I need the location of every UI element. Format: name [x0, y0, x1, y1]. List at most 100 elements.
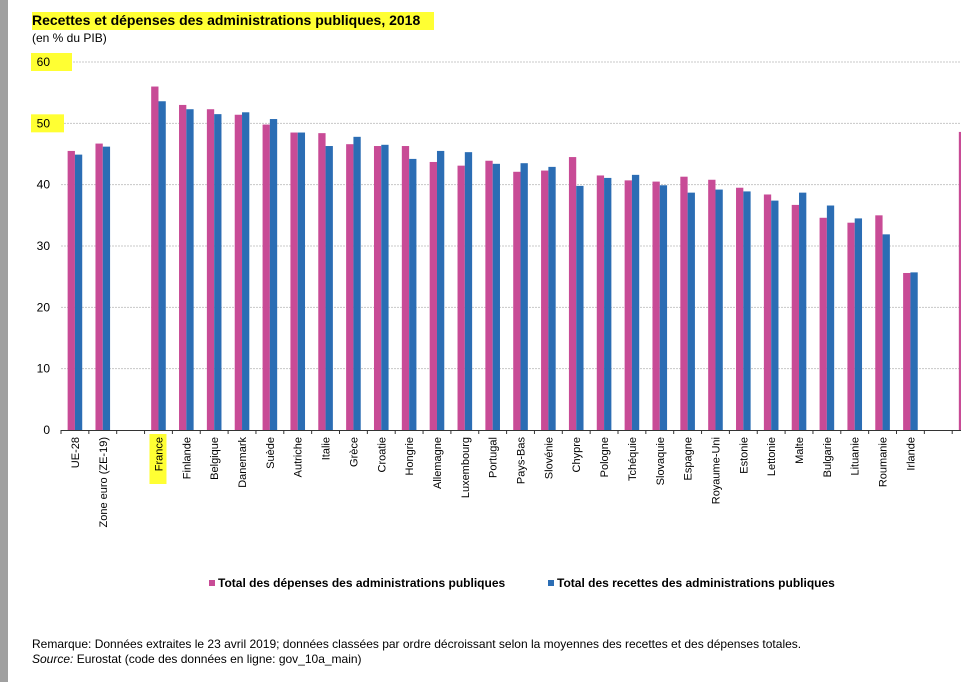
- bar-recettes-Bulgarie: [826, 205, 835, 430]
- tick-highlight: [31, 114, 64, 133]
- bar-depenses-Grèce: [346, 144, 354, 431]
- bar-recettes-Slovaquie: [659, 185, 668, 430]
- bar-recettes-Finlande: [186, 109, 194, 430]
- y-tick-label: 20: [37, 300, 51, 314]
- bar-depenses-Pays-Bas: [513, 171, 521, 430]
- bar-depenses-Slovaquie: [652, 181, 660, 430]
- bar-depenses-UE-28: [67, 150, 75, 430]
- x-category-label: Bulgarie: [822, 437, 834, 477]
- bar-recettes-Irlande: [910, 272, 918, 430]
- x-category-label: Portugal: [488, 437, 500, 478]
- bar-depenses-Croatie: [373, 146, 382, 430]
- bar-recettes-Croatie: [381, 144, 389, 431]
- bar-recettes-Portugal: [492, 163, 500, 430]
- source-text: Eurostat (code des données en ligne: gov…: [73, 652, 362, 666]
- y-axis: 0 10 20 30 40 50 60: [31, 53, 72, 437]
- bar-recettes-Roumanie: [882, 234, 890, 430]
- y-tick-label: 0: [43, 423, 50, 437]
- x-category-label: Slovaquie: [655, 437, 667, 485]
- bar-depenses-Estonie: [736, 187, 744, 430]
- bar-depenses-Royaume-Uni: [708, 179, 716, 430]
- bar-recettes-Luxembourg: [464, 152, 473, 430]
- bar-recettes-Chypre: [576, 185, 584, 430]
- x-category-label: Tchéquie: [627, 437, 639, 481]
- x-category-label: Danemark: [237, 437, 249, 488]
- bar-depenses-Allemagne: [429, 161, 437, 430]
- x-category-label: Estonie: [738, 437, 750, 474]
- window-left-border: [0, 0, 8, 682]
- bar-recettes-Lettonie: [771, 200, 779, 430]
- x-category-label: Grèce: [348, 437, 360, 467]
- bars: [67, 86, 961, 431]
- bar-recettes-Allemagne: [436, 150, 445, 430]
- bar-recettes-Autriche: [297, 132, 306, 431]
- bar-depenses-Suède: [262, 124, 270, 430]
- footnote-remark: Remarque: Données extraites le 23 avril …: [32, 637, 802, 651]
- bar-depenses-Lettonie: [763, 194, 772, 430]
- category-highlight: [149, 434, 167, 484]
- bar-depenses-unlabeled: [958, 131, 961, 431]
- bar-recettes-Slovénie: [548, 166, 556, 430]
- bar-depenses-Chypre: [568, 157, 577, 431]
- bar-recettes-Suède: [269, 119, 278, 430]
- legend-label-depenses: Total des dépenses des administrations p…: [218, 576, 506, 590]
- x-category-label: Pays-Bas: [516, 437, 528, 485]
- x-category-label: France: [153, 437, 165, 471]
- bar-depenses-Lituanie: [847, 222, 855, 430]
- legend-swatch-recettes: [548, 580, 554, 586]
- bar-depenses-Espagne: [680, 176, 688, 430]
- source-label: Source:: [32, 652, 74, 666]
- legend-label-recettes: Total des recettes des administrations p…: [557, 576, 835, 590]
- bar-recettes-Belgique: [214, 114, 222, 430]
- bar-depenses-Malte: [791, 204, 800, 430]
- x-category-label: Hongrie: [404, 437, 416, 476]
- bar-depenses-Tchéquie: [624, 180, 632, 430]
- x-category-label: Royaume-Uni: [710, 437, 722, 504]
- x-category-label: Autriche: [293, 437, 305, 477]
- bar-depenses-Slovénie: [541, 170, 549, 430]
- bar-depenses-Roumanie: [875, 215, 883, 430]
- bar-depenses-Irlande: [903, 272, 911, 430]
- x-category-label: Lituanie: [850, 437, 862, 476]
- x-category-label: UE-28: [70, 437, 82, 468]
- x-category-label: Finlande: [181, 437, 193, 479]
- bar-recettes-Pologne: [604, 177, 612, 430]
- x-category-label: Irlande: [905, 437, 917, 471]
- bar-depenses-Portugal: [485, 160, 493, 430]
- bar-depenses-Hongrie: [401, 146, 410, 430]
- bar-depenses-Danemark: [234, 114, 243, 430]
- x-category-label: Pologne: [599, 437, 611, 477]
- x-category-label: Malte: [794, 437, 806, 464]
- legend-swatch-depenses: [209, 580, 215, 586]
- x-category-label: Chypre: [571, 437, 583, 472]
- footnote-source: Source: Eurostat (code des données en li…: [32, 652, 362, 667]
- x-category-label: Suède: [265, 437, 277, 469]
- bar-depenses-Finlande: [179, 104, 187, 430]
- x-category-label: Italie: [321, 437, 333, 460]
- bar-recettes-UE-28: [74, 154, 83, 430]
- bar-recettes-Grèce: [353, 136, 361, 430]
- legend-item-depenses: Total des dépenses des administrations p…: [209, 576, 505, 590]
- x-category-label: Luxembourg: [460, 437, 472, 498]
- bar-depenses-France: [151, 86, 159, 431]
- y-tick-label: 30: [37, 239, 51, 253]
- x-axis: UE-28 Zone euro (ZE-19) France Finlande Belg…: [60, 430, 961, 527]
- bar-recettes-Danemark: [242, 112, 250, 430]
- legend-item-recettes: Total des recettes des administrations p…: [548, 576, 835, 590]
- x-category-label: Croatie: [376, 437, 388, 472]
- bar-recettes-Estonie: [743, 191, 751, 430]
- bar-recettes-Tchéquie: [631, 174, 640, 430]
- bar-recettes-Hongrie: [409, 158, 417, 430]
- x-category-label: Lettonie: [766, 437, 778, 476]
- x-category-label: Belgique: [209, 437, 221, 480]
- chart-title: Recettes et dépenses des administrations…: [32, 12, 435, 30]
- chart-subtitle: (en % du PIB): [32, 31, 107, 45]
- bar-depenses-Autriche: [290, 132, 298, 431]
- bar-recettes-Espagne: [687, 192, 695, 430]
- x-category-label: Allemagne: [432, 437, 444, 489]
- bar-recettes-Italie: [325, 146, 333, 430]
- tick-highlight: [31, 53, 72, 71]
- y-tick-label: 10: [37, 362, 51, 376]
- bar-recettes-France: [158, 101, 166, 431]
- bar-recettes-Royaume-Uni: [715, 189, 723, 430]
